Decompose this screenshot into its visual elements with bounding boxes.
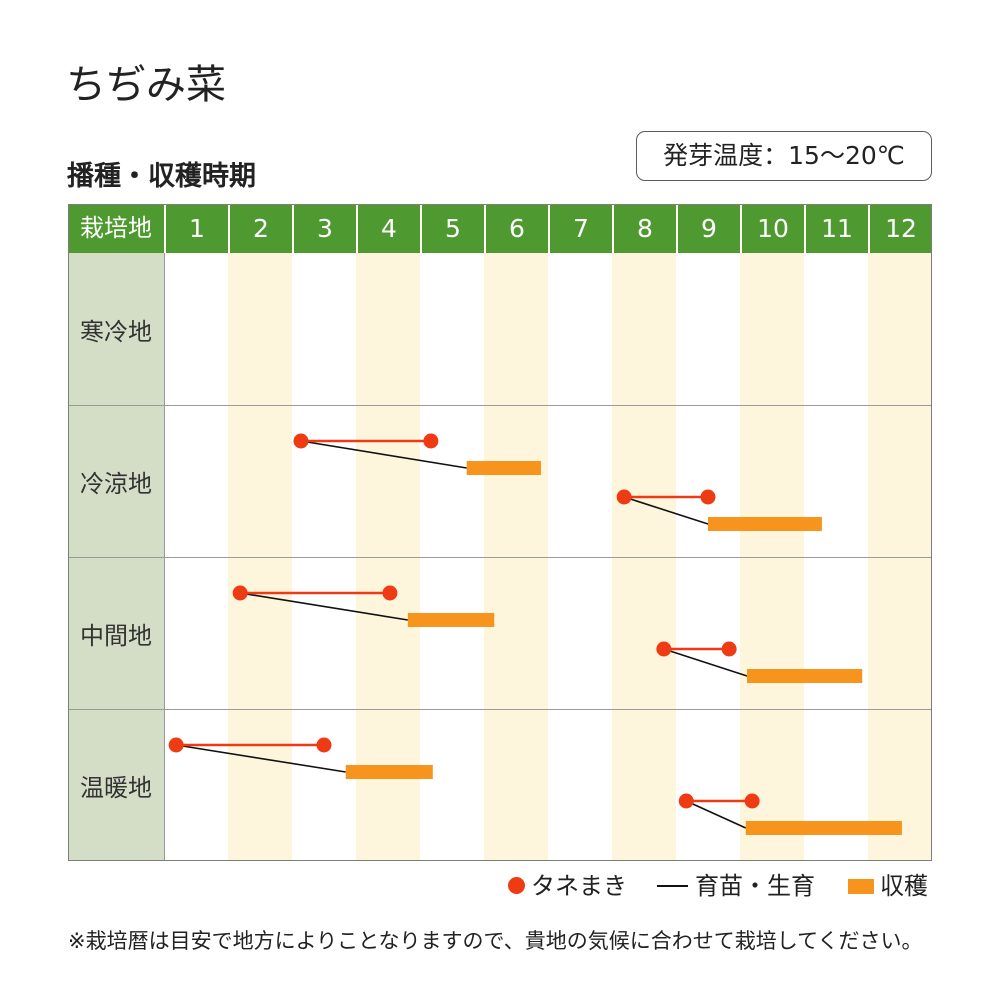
region-label-intermediate: 中間地 [80, 621, 152, 650]
month-label-5: 5 [420, 204, 484, 253]
growing-line-icon [657, 885, 688, 887]
sowing-start-dot [678, 793, 694, 809]
region-label-cool: 冷涼地 [80, 469, 152, 498]
calendar-header-row: 栽培地 1 2 3 4 5 6 7 8 9 10 11 12 [68, 204, 932, 253]
sowing-start-dot [656, 641, 672, 657]
growing-line [663, 648, 748, 677]
sowing-end-dot [700, 489, 716, 505]
month-label-10: 10 [740, 204, 804, 253]
growing-line [685, 800, 747, 829]
growing-line [240, 592, 408, 621]
growing-line [176, 744, 346, 773]
legend-label-harvest: 収穫 [880, 872, 928, 900]
month-label-3: 3 [292, 204, 356, 253]
month-label-11: 11 [804, 204, 868, 253]
sowing-end-dot [423, 433, 439, 449]
harvest-bar [466, 461, 541, 475]
harvest-bar [345, 765, 433, 779]
legend: タネまき 育苗・生育 収穫 [0, 870, 1000, 902]
legend-label-sowing: タネまき [531, 872, 627, 900]
sowing-start-dot [293, 433, 309, 449]
sowing-end-dot [316, 737, 332, 753]
harvest-bar [747, 669, 863, 683]
sowing-end-dot [721, 641, 737, 657]
sowing-dot-icon [508, 877, 525, 894]
region-label-warm: 温暖地 [80, 773, 152, 802]
sowing-end-dot [744, 793, 760, 809]
sowing-end-dot [382, 585, 398, 601]
cultivation-calendar: 栽培地 1 2 3 4 5 6 7 8 9 10 11 12 寒冷地 冷涼地 中… [68, 204, 932, 861]
sowing-start-dot [232, 585, 248, 601]
row-divider [68, 405, 932, 406]
month-label-4: 4 [356, 204, 420, 253]
sowing-start-dot [168, 737, 184, 753]
harvest-bar [407, 613, 495, 627]
harvest-bar [708, 517, 822, 531]
month-label-2: 2 [228, 204, 292, 253]
harvest-bar-icon [848, 879, 874, 894]
row-divider [68, 557, 932, 558]
month-label-8: 8 [612, 204, 676, 253]
month-label-1: 1 [164, 204, 228, 253]
month-label-12: 12 [868, 204, 932, 253]
germination-temperature-badge: 発芽温度：15〜20℃ [636, 131, 932, 181]
footnote: ※栽培暦は目安で地方によりことなりますので、貴地の気候に合わせて栽培してください… [68, 929, 923, 953]
page-title: ちぢみ菜 [66, 62, 226, 108]
schedule-marks [168, 433, 902, 835]
legend-label-growing: 育苗・生育 [695, 872, 815, 900]
month-label-6: 6 [484, 204, 548, 253]
month-label-9: 9 [676, 204, 740, 253]
growing-line [300, 440, 467, 469]
growing-line [623, 496, 709, 525]
calendar-body: 寒冷地 冷涼地 中間地 温暖地 [68, 253, 932, 861]
sowing-start-dot [616, 489, 632, 505]
harvest-bar [745, 821, 902, 835]
region-label-cold: 寒冷地 [80, 317, 152, 346]
month-label-7: 7 [548, 204, 612, 253]
row-divider [68, 709, 932, 710]
chart-subtitle: 播種・収穫時期 [67, 161, 256, 192]
region-column-header: 栽培地 [80, 214, 152, 242]
